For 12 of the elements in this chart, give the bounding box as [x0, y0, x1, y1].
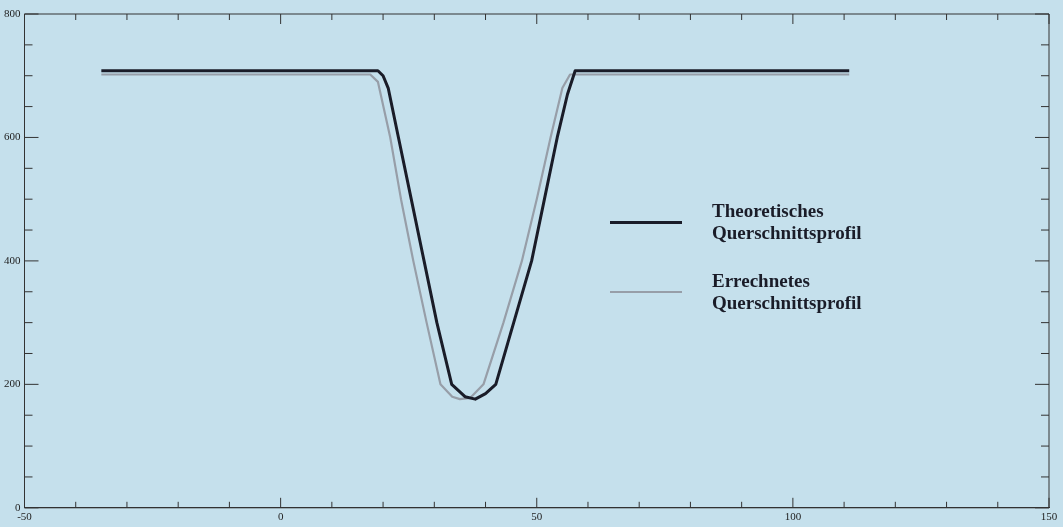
y-tick-label: 0	[15, 500, 21, 513]
x-tick-label: -50	[17, 510, 33, 523]
x-tick-label: 150	[1040, 510, 1058, 523]
x-tick-label: 0	[277, 510, 284, 523]
y-tick-label: 800	[4, 6, 21, 19]
x-tick-label: 50	[531, 510, 543, 523]
legend-label: Theoretisches Querschnittsprofil	[712, 200, 863, 244]
y-tick-label: 200	[4, 377, 21, 390]
y-tick-label: 600	[4, 130, 21, 143]
x-tick-label: 100	[784, 510, 802, 523]
y-tick-label: 400	[4, 253, 21, 266]
legend-label: Errechnetes Querschnittsprofil	[712, 270, 863, 314]
